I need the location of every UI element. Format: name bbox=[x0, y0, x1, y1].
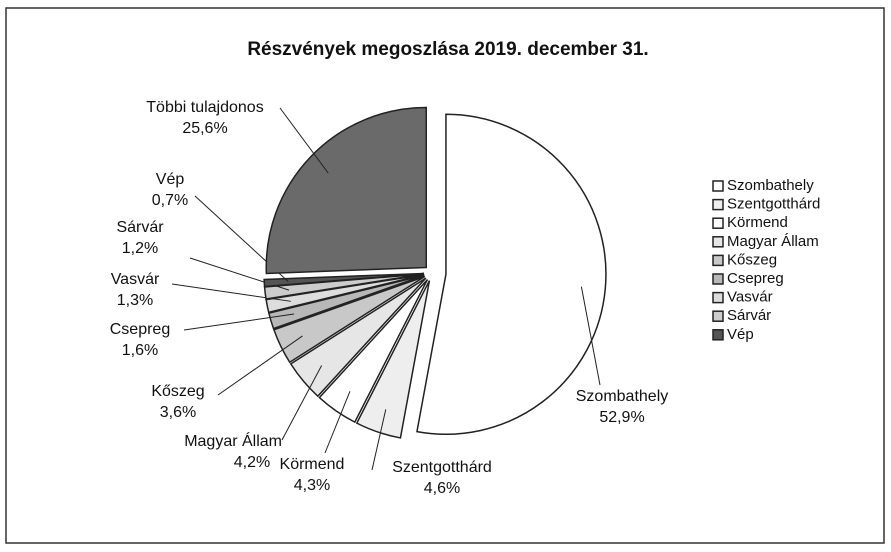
legend-label: Szombathely bbox=[727, 177, 814, 194]
slice-value-label: 4,6% bbox=[424, 480, 460, 497]
pie-slice bbox=[416, 113, 607, 436]
leader-line bbox=[183, 313, 295, 331]
legend-swatch bbox=[712, 236, 724, 248]
legend-label: Magyar Állam bbox=[727, 233, 819, 250]
slice-label: Kőszeg bbox=[151, 383, 204, 400]
legend-swatch bbox=[712, 291, 724, 304]
slice-value-label: 4,2% bbox=[234, 454, 270, 471]
slice-label: Magyar Állam bbox=[184, 431, 282, 450]
legend-swatch bbox=[712, 254, 724, 267]
legend-swatch bbox=[712, 310, 724, 322]
slice-label: Szombathely bbox=[576, 388, 669, 405]
legend-swatch bbox=[712, 329, 724, 341]
pie-slice bbox=[263, 272, 425, 288]
slice-value-label: 1,2% bbox=[122, 240, 158, 257]
pie-slice bbox=[265, 106, 427, 275]
slice-value-label: 1,3% bbox=[117, 292, 153, 309]
slice-value-label: 3,6% bbox=[160, 404, 196, 421]
leader-line bbox=[324, 391, 351, 454]
slice-label: Többi tulajdonos bbox=[146, 99, 263, 116]
slice-label: Csepreg bbox=[110, 321, 170, 338]
legend-label: Csepreg bbox=[727, 270, 784, 287]
pie-slice bbox=[272, 275, 426, 364]
slice-value-label: 0,7% bbox=[152, 192, 188, 209]
pie-slice bbox=[289, 277, 427, 398]
legend-label: Sárvár bbox=[727, 307, 771, 324]
leader-line bbox=[279, 107, 329, 174]
legend-swatch bbox=[712, 217, 724, 229]
leader-line bbox=[580, 286, 601, 386]
legend-label: Körmend bbox=[727, 214, 788, 231]
legend-label: Vép bbox=[727, 326, 754, 343]
slice-value-label: 25,6% bbox=[182, 120, 227, 137]
pie-slice bbox=[355, 280, 431, 439]
pie-slice bbox=[318, 279, 429, 424]
slice-label: Vasvár bbox=[111, 271, 160, 288]
legend-swatch bbox=[712, 273, 724, 285]
slice-label: Vép bbox=[156, 171, 185, 188]
legend-label: Kőszeg bbox=[727, 251, 777, 268]
leader-line bbox=[281, 365, 323, 441]
leader-line bbox=[371, 409, 387, 471]
leader-line bbox=[217, 335, 303, 396]
legend-swatch bbox=[712, 198, 724, 211]
chart-title: Részvények megoszlása 2019. december 31. bbox=[247, 39, 648, 60]
legend-label: Szentgotthárd bbox=[727, 196, 820, 213]
slice-label: Sárvár bbox=[116, 219, 164, 236]
slice-label: Körmend bbox=[280, 456, 345, 473]
legend-swatch bbox=[712, 180, 724, 192]
slice-label: Szentgotthárd bbox=[392, 459, 492, 476]
slice-value-label: 52,9% bbox=[599, 409, 644, 426]
slice-value-label: 4,3% bbox=[294, 477, 330, 494]
slice-value-label: 1,6% bbox=[122, 342, 158, 359]
legend-label: Vasvár bbox=[727, 289, 773, 306]
